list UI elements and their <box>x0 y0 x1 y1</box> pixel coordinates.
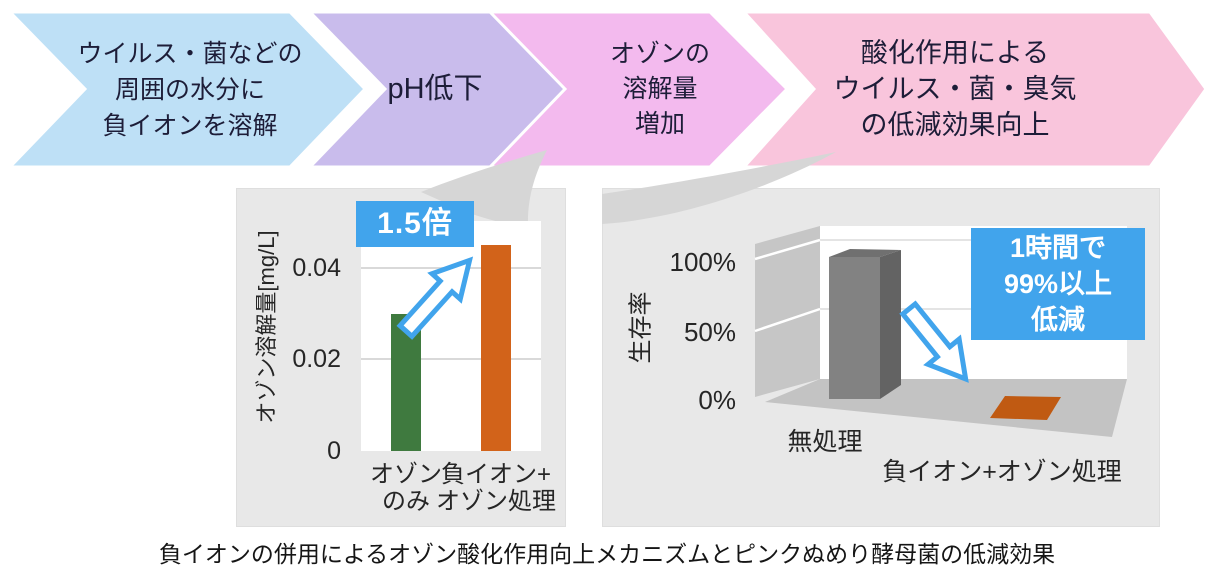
flow-step-3-label: オゾンの 溶解量 増加 <box>590 37 730 142</box>
flow-step-2-label: pH低下 <box>355 74 515 104</box>
bar-ozone-only <box>391 314 421 451</box>
wall-gridline-100 <box>754 238 821 261</box>
flow-step-1-label: ウイルス・菌などの 周囲の水分に 負イオンを溶解 <box>72 36 308 144</box>
xlabel-negion-line-1: 負イオン+ <box>440 461 551 488</box>
ytick-100pct: 100% <box>669 247 737 277</box>
plot-area <box>361 221 541 451</box>
ozone-solubility-chart-panel: オゾン溶解量[mg/L] 0.04 0.02 0 オゾン のみ 負イオン+ オゾ… <box>236 188 566 527</box>
survival-rate-chart-panel: 生存率 100% 50% 0% 無処理 負イオン+オゾン処理 1時間で 99%以… <box>602 188 1160 527</box>
flow-step-1-line-1: ウイルス・菌などの <box>77 40 303 68</box>
xlabel-negative-ion-ozone-treatment: 負イオン+オゾン処理 <box>882 458 1122 486</box>
left-y-axis-label: オゾン溶解量[mg/L] <box>254 230 279 424</box>
reduction-callout-line-1: 1時間で <box>1009 233 1107 263</box>
flow-step-4-label: 酸化作用による ウイルス・菌・臭気 の低減効果向上 <box>810 35 1100 143</box>
flow-step-4-line-3: の低減効果向上 <box>860 110 1050 140</box>
xlabel-ozone-only: オゾン のみ <box>341 461 471 515</box>
reduction-callout-line-3: 低減 <box>1031 305 1085 335</box>
xlabel-untreated: 無処理 <box>787 428 863 456</box>
ozone-solubility-plot <box>361 221 541 451</box>
flow-step-4-line-2: ウイルス・菌・臭気 <box>833 74 1077 104</box>
ytick-50pct: 50% <box>683 317 736 347</box>
flow-step-2-line-1: pH低下 <box>387 73 483 105</box>
side-wall <box>755 226 820 397</box>
ytick-0: 0 <box>327 437 341 465</box>
decrease-arrow-icon <box>899 300 969 383</box>
process-flow-arrows <box>6 10 1208 169</box>
increase-arrow-icon <box>396 256 474 340</box>
ytick-0.02: 0.02 <box>292 345 341 373</box>
flow-step-4-shape <box>740 10 1208 169</box>
reduction-callout-line-2: 99%以上 <box>1003 269 1113 299</box>
wall-gridline-50 <box>754 307 821 333</box>
flow-step-3-line-2: 溶解量 <box>622 75 698 103</box>
flow-step-4-line-1: 酸化作用による <box>860 38 1050 68</box>
flow-step-3-line-3: 増加 <box>634 110 685 138</box>
xlabel-negative-ion-ozone: 負イオン+ オゾン処理 <box>431 461 561 515</box>
bar-untreated-front <box>829 257 880 399</box>
bar-untreated-side <box>880 250 901 399</box>
ytick-0.04: 0.04 <box>292 254 341 282</box>
flow-step-1-shape <box>6 10 368 169</box>
bar-untreated-top <box>829 249 901 257</box>
reduction-callout: 1時間で 99%以上 低減 <box>971 228 1145 340</box>
xlabel-ozone-only-line-2: のみ <box>382 488 430 515</box>
ytick-0pct: 0% <box>698 385 736 415</box>
bar-negative-ion-ozone <box>481 245 511 451</box>
ratio-callout: 1.5倍 <box>356 201 474 247</box>
flow-step-3-line-1: オゾンの <box>609 40 710 68</box>
bar-negative-ion-ozone-flat <box>990 396 1061 420</box>
xlabel-negion-line-2: オゾン処理 <box>436 488 556 515</box>
figure-caption: 負イオンの併用によるオゾン酸化作用向上メカニズムとピンクぬめり酵母菌の低減効果 <box>158 542 1056 567</box>
flow-step-1-line-2: 周囲の水分に <box>114 76 265 104</box>
xlabel-ozone-only-line-1: オゾン <box>370 461 442 488</box>
flow-step-1-line-3: 負イオンを溶解 <box>102 112 278 140</box>
